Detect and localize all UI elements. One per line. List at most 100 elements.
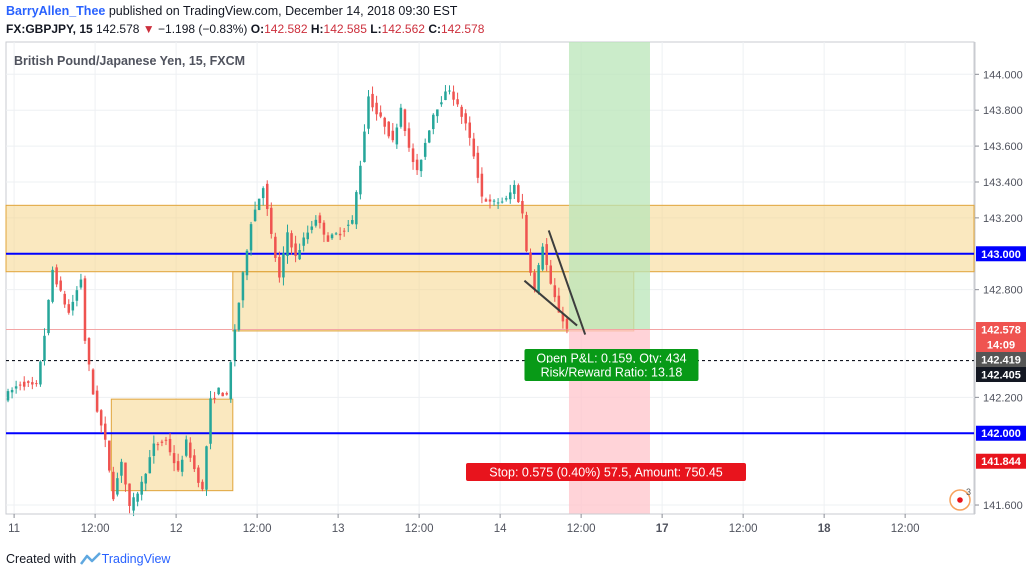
price-tag-text: 142.405 [981, 370, 1021, 382]
candle-body [314, 219, 318, 226]
candle-body [265, 183, 269, 210]
candle-body [379, 112, 382, 117]
candle-body [310, 226, 314, 230]
candle-body [249, 224, 253, 251]
candle-body [71, 301, 75, 311]
price-tick-label: 142.800 [983, 285, 1023, 297]
candle-body [448, 90, 451, 92]
candle-body [209, 398, 212, 444]
price-tag: 141.844 [976, 453, 1026, 469]
candle-body [423, 142, 427, 157]
candle-body [415, 159, 419, 171]
candle-body [468, 122, 472, 138]
time-tick-label: 12:00 [567, 523, 596, 535]
candle-body [395, 127, 399, 145]
candle-body [545, 244, 548, 265]
candle-body [355, 192, 358, 225]
price-axis[interactable]: 144.000 143.800 143.600 143.400 143.200 142.8… [974, 42, 1026, 514]
candle-body [375, 102, 378, 115]
candle-body [225, 393, 228, 395]
candle-body [152, 443, 156, 456]
risk-reward-label-text: Risk/Reward Ratio: 13.18 [541, 366, 683, 380]
symbol-line: FX:GBPJPY, 15 142.578 ▼ −1.198 (−0.83%) … [6, 22, 484, 36]
price-tag-bg [976, 425, 1026, 441]
candle-body [55, 267, 58, 285]
candle-body [43, 335, 46, 362]
candle-body [103, 423, 107, 440]
candle-body [529, 252, 532, 273]
price-tick-label: 143.600 [983, 141, 1023, 153]
candle-body [533, 272, 536, 289]
author-link[interactable]: BarryAllen_Thee [6, 4, 106, 18]
candle-body [565, 318, 569, 329]
candle-body [427, 130, 431, 143]
candle-body [35, 383, 38, 385]
trendline[interactable] [547, 230, 587, 335]
candle-body [144, 473, 147, 484]
candle-body [496, 202, 500, 204]
time-tick-label: 12:00 [81, 523, 110, 535]
time-axis[interactable]: 11 12:00 12 12:00 13 12:00 14 12:00 17 12:00 18 12:… [6, 513, 975, 535]
candle-body [136, 493, 139, 502]
price-change: −1.198 (−0.83%) [158, 22, 248, 36]
price-tag-text: 14:09 [987, 340, 1015, 352]
candle-body [83, 278, 87, 341]
high-value: 142.585 [323, 22, 367, 36]
candle-body [197, 467, 200, 483]
candle-body [132, 497, 135, 511]
last-price: 142.578 [96, 22, 140, 36]
candle-body [168, 438, 172, 453]
support-zone [110, 398, 234, 492]
candle-body [22, 381, 26, 387]
candle-body [140, 481, 143, 495]
candle-body [241, 272, 245, 301]
resistance-zone [5, 204, 975, 273]
candle-body [391, 130, 395, 141]
price-tick-label: 144.000 [983, 69, 1023, 81]
candle-body [128, 483, 131, 506]
candle-body [63, 293, 66, 305]
time-tick-label: 12:00 [729, 523, 758, 535]
candle-body [75, 290, 79, 301]
tradingview-logo-icon [79, 552, 101, 565]
tradingview-link[interactable]: TradingView [101, 552, 171, 566]
publish-info: published on TradingView.com, December 1… [108, 4, 458, 18]
candle-body [282, 253, 285, 278]
candle-body [500, 201, 504, 203]
publish-line: BarryAllen_Thee published on TradingView… [6, 4, 457, 18]
price-tag-bg [976, 453, 1026, 469]
time-tick-label: 14 [494, 523, 507, 535]
candle-body [346, 224, 350, 226]
candle-body [298, 250, 301, 260]
levels-layer [6, 252, 974, 435]
target-zone [568, 42, 650, 330]
candle-body [10, 389, 14, 393]
candle-body [367, 96, 370, 129]
candle-body [148, 457, 152, 474]
time-tick-label: 18 [818, 523, 831, 535]
candle-body [472, 138, 476, 157]
footer: Created with TradingView [6, 552, 170, 566]
candle-body [116, 478, 119, 495]
candle-body [403, 109, 407, 132]
alert-icon[interactable]: 3 [949, 487, 971, 511]
candle-body [67, 304, 71, 313]
price-tag: 142.578 [976, 322, 1026, 338]
candle-body [112, 471, 115, 500]
candle-body [419, 159, 423, 172]
candle-body [488, 199, 492, 202]
trendline[interactable] [523, 279, 578, 327]
trendlines-layer [523, 230, 587, 335]
price-tag-text: 141.844 [981, 456, 1022, 468]
low-label: L: [370, 22, 382, 36]
candle-body [124, 462, 127, 485]
open-label: O: [250, 22, 265, 36]
candle-body [270, 207, 273, 234]
price-tag-bg [976, 367, 1026, 383]
price-tag: 142.000 [976, 425, 1026, 441]
candle-body [452, 91, 455, 100]
candle-body [290, 233, 293, 248]
zones-layer [5, 204, 975, 492]
